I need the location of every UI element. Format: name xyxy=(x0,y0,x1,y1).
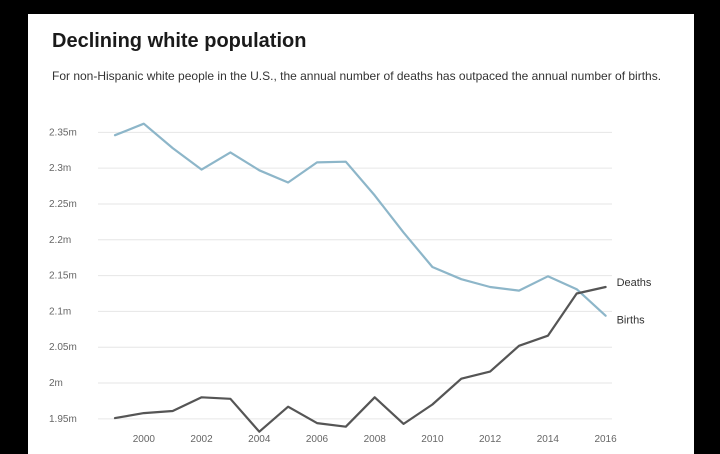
x-tick-label: 2012 xyxy=(479,434,502,445)
y-tick-label: 2.35m xyxy=(49,127,77,138)
gridlines xyxy=(98,131,612,420)
y-axis-labels: 2.35m 2.3m 2.25m 2.2m 2.15m 2.1m 2.05m 2m 1.95m xyxy=(49,127,77,425)
y-tick-label: 1.95m xyxy=(49,414,77,425)
births-series-label: Births xyxy=(617,315,646,327)
x-tick-label: 2000 xyxy=(133,434,156,445)
y-tick-label: 2.1m xyxy=(49,306,71,317)
chart-subtitle: For non-Hispanic white people in the U.S… xyxy=(52,69,662,83)
births-line xyxy=(113,122,607,317)
x-tick-label: 2006 xyxy=(306,434,329,445)
x-axis-labels: 2000 2002 2004 2006 2008 2010 2012 2014 2016 xyxy=(133,434,617,445)
y-tick-label: 2m xyxy=(49,378,63,389)
x-tick-label: 2016 xyxy=(594,434,617,445)
series-labels: Births Deaths xyxy=(617,277,652,327)
x-tick-label: 2014 xyxy=(537,434,560,445)
x-tick-label: 2008 xyxy=(364,434,387,445)
y-tick-label: 2.2m xyxy=(49,235,71,246)
deaths-line xyxy=(113,285,607,433)
line-chart: 2.35m2.3m2.25m2.2m2.15m2.1m2.05m2m1.95m … xyxy=(49,122,652,445)
y-tick-label: 2.15m xyxy=(49,271,77,282)
x-tick-label: 2002 xyxy=(190,434,213,445)
y-tick-label: 2.3m xyxy=(49,163,71,174)
y-tick-label: 2.25m xyxy=(49,199,77,210)
x-tick-label: 2004 xyxy=(248,434,271,445)
chart-title: Declining white population xyxy=(52,30,307,52)
x-tick-label: 2010 xyxy=(421,434,444,445)
y-tick-label: 2.05m xyxy=(49,342,77,353)
deaths-series-label: Deaths xyxy=(617,277,652,289)
chart-card: Declining white population For non-Hispa… xyxy=(28,14,694,454)
series-lines xyxy=(113,122,607,433)
